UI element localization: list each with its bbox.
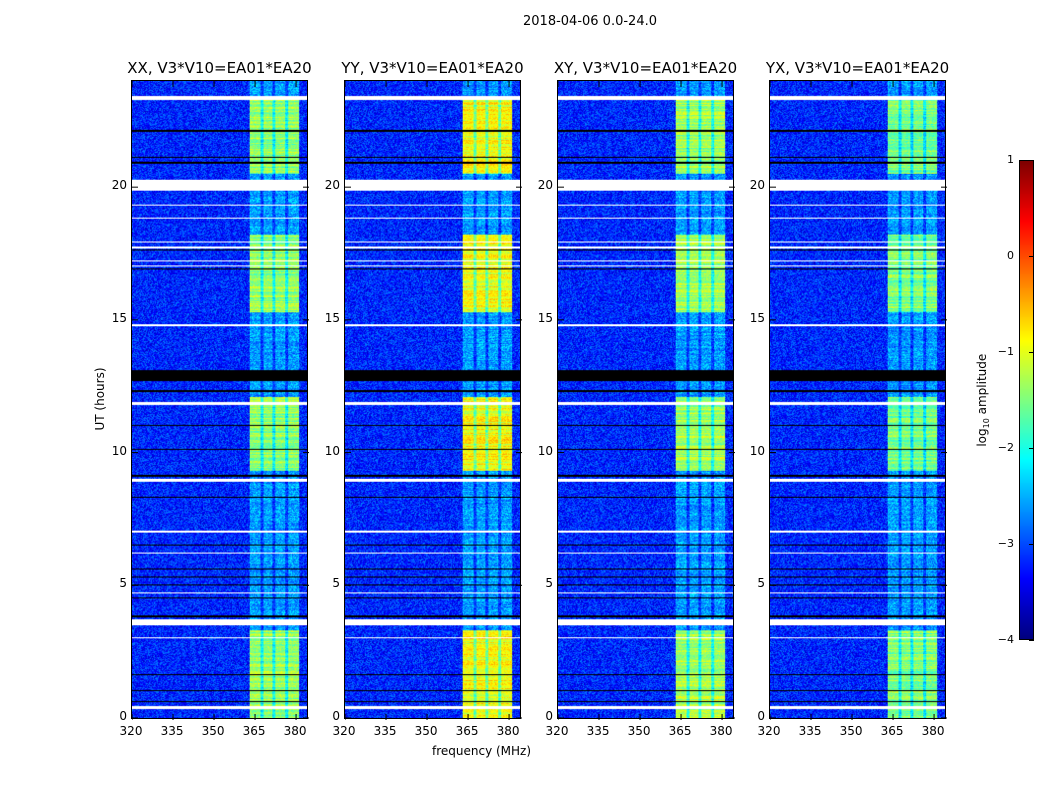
colorbar-label: log10 amplitude [975, 345, 991, 455]
x-tick-label: 320 [332, 724, 356, 738]
x-tick-label: 380 [921, 724, 945, 738]
heatmap-image [132, 81, 307, 718]
y-tick-label: 20 [111, 178, 127, 193]
x-tick-label: 380 [496, 724, 520, 738]
x-tick-label: 365 [668, 724, 692, 738]
colorbar-tick-label: −2 [997, 441, 1014, 454]
y-tick-label: 15 [111, 310, 127, 325]
heatmap-image [345, 81, 520, 718]
y-tick-label: 20 [749, 178, 765, 193]
y-tick-label: 0 [332, 709, 340, 723]
x-tick-label: 365 [455, 724, 479, 738]
x-tick-label: 335 [373, 724, 397, 738]
heatmap-image [770, 81, 945, 718]
y-tick-label: 10 [537, 443, 553, 458]
heatmap-image [558, 81, 733, 718]
x-tick-label: 350 [201, 724, 225, 738]
x-tick-label: 350 [627, 724, 651, 738]
x-tick-label: 380 [709, 724, 733, 738]
x-tick-label: 380 [283, 724, 307, 738]
y-tick-label: 10 [111, 443, 127, 458]
panel-title: XY, V3*V10=EA01*EA20 [553, 59, 738, 77]
y-tick-label: 0 [757, 709, 765, 723]
y-tick-label: 10 [324, 443, 340, 458]
colorbar-label-sub: 10 [982, 418, 992, 429]
y-tick-label: 5 [332, 576, 340, 591]
x-tick-label: 320 [119, 724, 143, 738]
colorbar-tick-label: 1 [1007, 153, 1014, 166]
colorbar-gradient [1020, 161, 1033, 639]
y-tick-label: 20 [537, 178, 553, 193]
y-tick-label: 5 [545, 576, 553, 591]
waterfall-panel [769, 80, 947, 720]
y-tick-label: 15 [537, 310, 553, 325]
colorbar-tick-mark [1029, 640, 1034, 641]
x-axis-label: frequency (MHz) [432, 744, 532, 758]
panel-title: YX, V3*V10=EA01*EA20 [765, 59, 950, 77]
waterfall-panel [344, 80, 522, 720]
y-tick-label: 10 [749, 443, 765, 458]
colorbar-tick-label: −1 [997, 345, 1014, 358]
y-tick-label: 5 [757, 576, 765, 591]
y-tick-label: 0 [119, 709, 127, 723]
panel-title: YY, V3*V10=EA01*EA20 [341, 59, 524, 77]
x-tick-label: 365 [242, 724, 266, 738]
y-tick-label: 0 [545, 709, 553, 723]
colorbar-tick-mark [1029, 256, 1034, 257]
x-tick-label: 350 [839, 724, 863, 738]
x-tick-label: 320 [545, 724, 569, 738]
colorbar [1019, 160, 1034, 640]
waterfall-panel [557, 80, 735, 720]
y-tick-label: 15 [324, 310, 340, 325]
colorbar-tick-label: −4 [997, 633, 1014, 646]
y-tick-label: 5 [119, 576, 127, 591]
colorbar-tick-label: 0 [1007, 249, 1014, 262]
colorbar-tick-mark [1029, 544, 1034, 545]
y-axis-label: UT (hours) [93, 367, 107, 431]
panel-title: XX, V3*V10=EA01*EA20 [127, 59, 312, 77]
colorbar-tick-mark [1029, 352, 1034, 353]
y-tick-label: 20 [324, 178, 340, 193]
x-tick-label: 335 [160, 724, 184, 738]
x-tick-label: 335 [798, 724, 822, 738]
figure-title: 2018-04-06 0.0-24.0 [523, 14, 657, 29]
x-tick-label: 335 [586, 724, 610, 738]
colorbar-tick-mark [1029, 448, 1034, 449]
x-tick-label: 365 [880, 724, 904, 738]
x-tick-label: 320 [757, 724, 781, 738]
colorbar-label-suffix: amplitude [974, 353, 989, 419]
y-tick-label: 15 [749, 310, 765, 325]
colorbar-tick-mark [1029, 160, 1034, 161]
colorbar-tick-label: −3 [997, 537, 1014, 550]
x-tick-label: 350 [414, 724, 438, 738]
waterfall-panel [131, 80, 309, 720]
